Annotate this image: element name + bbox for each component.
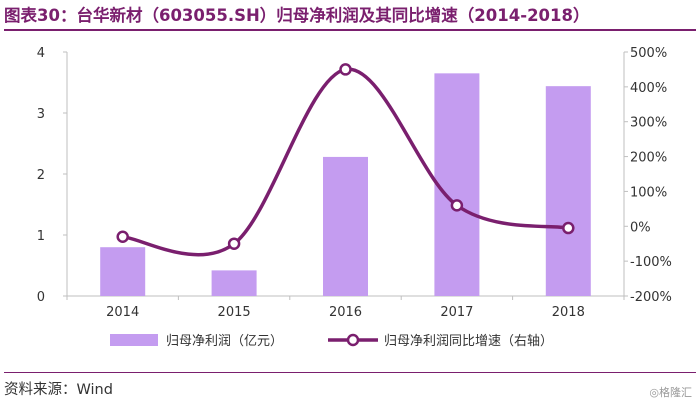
- source-note: 资料来源：Wind: [4, 382, 113, 398]
- left-tick-label: 1: [37, 229, 45, 244]
- x-tick-label: 2018: [552, 305, 585, 320]
- watermark: ◎格隆汇: [649, 386, 692, 399]
- growth-point-2014: [116, 230, 129, 243]
- right-tick-label: -200%: [630, 290, 672, 305]
- right-tick-label: 500%: [630, 46, 667, 61]
- right-tick-label: -100%: [630, 255, 672, 270]
- x-tick-label: 2015: [218, 305, 251, 320]
- line-series: [116, 63, 575, 257]
- bar-2018: [545, 86, 591, 296]
- left-tick-label: 0: [37, 290, 45, 305]
- bar-2016: [323, 156, 368, 296]
- right-tick-label: 300%: [630, 116, 667, 131]
- growth-point-2016: [339, 63, 352, 76]
- growth-point-2017: [450, 199, 464, 212]
- chart-axes: [63, 51, 628, 300]
- legend-line-label: 归母净利润同比增速（右轴）: [384, 334, 553, 349]
- right-tick-label: 400%: [630, 81, 667, 96]
- title-divider: [4, 29, 696, 31]
- x-tick-label: 2016: [329, 305, 362, 320]
- growth-point-2015: [227, 237, 241, 250]
- left-tick-label: 4: [37, 46, 45, 61]
- legend: 归母净利润（亿元） 归母净利润同比增速（右轴）: [110, 333, 553, 349]
- right-tick-label: 100%: [630, 185, 667, 200]
- legend-bar-label: 归母净利润（亿元）: [166, 334, 283, 349]
- footer-divider: [4, 372, 696, 373]
- right-tick-label: 0%: [630, 220, 651, 235]
- bar-2015: [211, 270, 257, 296]
- bar-2017: [434, 73, 480, 296]
- left-tick-label: 2: [37, 168, 45, 183]
- right-tick-label: 200%: [630, 151, 667, 166]
- legend-bar-swatch: [110, 334, 158, 346]
- bar-series: [100, 73, 591, 296]
- x-tick-label: 2014: [106, 305, 139, 320]
- bar-2014: [100, 247, 146, 296]
- tick-labels: 0 1 2 3 4 -200% -100% 0% 100% 200% 300% 400% 500% 201…: [37, 46, 672, 320]
- x-tick-label: 2017: [440, 305, 473, 320]
- chart-title: 图表30：台华新材（603055.SH）归母净利润及其同比增速（2014-201…: [4, 6, 590, 25]
- chart: 0 1 2 3 4 -200% -100% 0% 100% 200% 300% 400% 500% 201…: [37, 46, 672, 349]
- growth-point-2018: [562, 221, 575, 235]
- legend-line-marker: [346, 333, 360, 347]
- left-tick-label: 3: [37, 107, 45, 122]
